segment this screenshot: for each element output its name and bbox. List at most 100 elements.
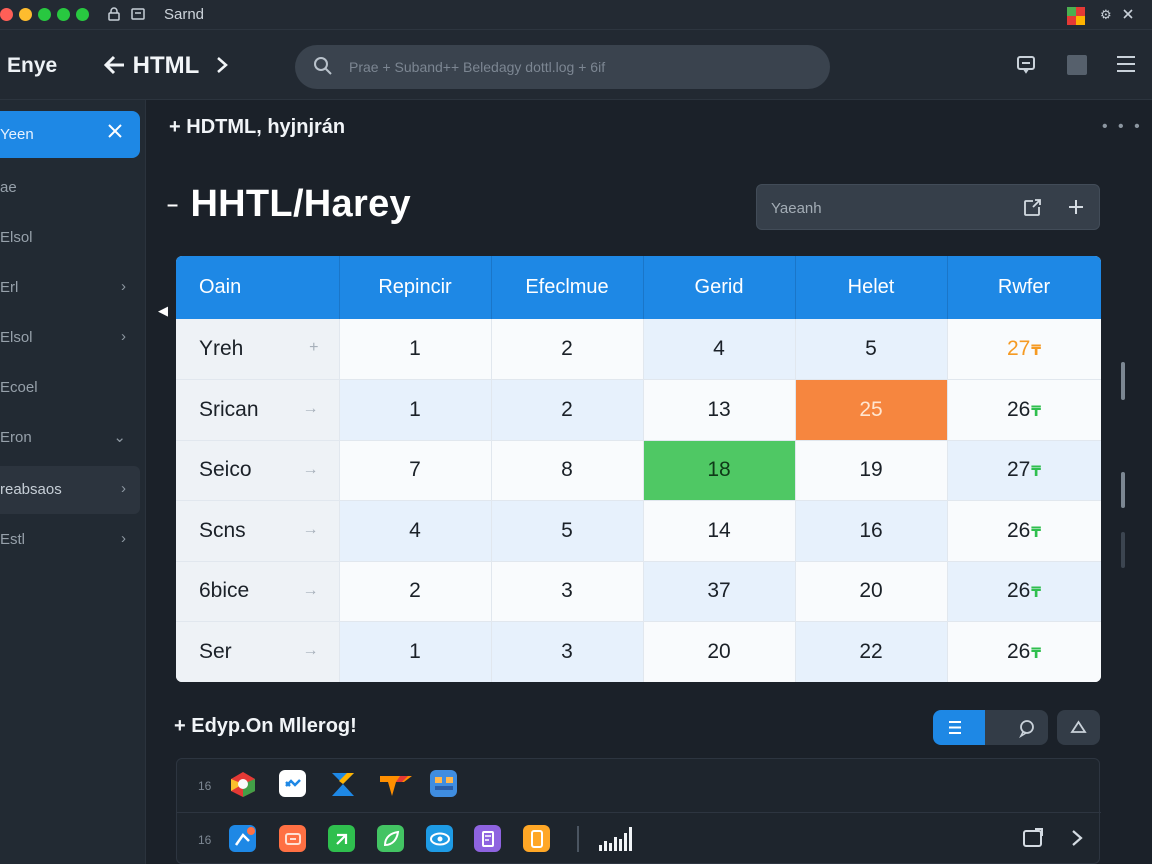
sidebar-item-hovered[interactable]: reabsaos › (0, 466, 140, 514)
settings-icon[interactable]: ⚙ (1100, 7, 1112, 22)
expand-arrow-icon[interactable]: → (302, 400, 319, 417)
collapse-dash-icon[interactable]: – (167, 194, 179, 217)
files-app-icon[interactable] (279, 825, 306, 852)
close-icon[interactable] (1122, 7, 1134, 23)
scrollbar-thumb[interactable] (1121, 362, 1125, 400)
plus-icon[interactable]: + (169, 116, 181, 138)
breadcrumb[interactable]: HTML (103, 52, 230, 80)
row-label-cell[interactable]: Srican → (176, 379, 340, 441)
table-cell[interactable]: 19 (795, 440, 948, 501)
sidebar-item[interactable]: Ecoel (0, 366, 140, 410)
table-cell[interactable]: 14 (643, 500, 796, 562)
row-label-cell[interactable]: Ser → (176, 621, 340, 682)
table-cell[interactable]: 20 (795, 561, 948, 622)
row-label-cell[interactable]: Seico → (176, 440, 340, 501)
table-cell[interactable]: 4 (339, 500, 492, 562)
home-button[interactable] (1057, 710, 1100, 745)
row-label-cell[interactable]: 6bice → (176, 561, 340, 622)
table-cell[interactable]: 8 (491, 440, 644, 501)
close-window-dot[interactable] (0, 8, 13, 21)
table-cell[interactable]: 26₸ (947, 500, 1101, 562)
table-cell[interactable]: 27₸ (947, 319, 1101, 380)
expand-arrow-icon[interactable]: → (302, 460, 319, 478)
kotlin-app-icon[interactable] (329, 770, 356, 797)
chrome-app-icon[interactable] (229, 770, 256, 797)
table-cell-highlighted[interactable]: 25 (795, 379, 948, 441)
table-cell[interactable]: 26₸ (947, 621, 1101, 682)
chevron-right-icon[interactable] (206, 52, 230, 79)
table-cell[interactable]: 2 (491, 319, 644, 380)
row-label-cell[interactable]: Yreh + (176, 319, 340, 380)
table-cell[interactable]: 7 (339, 440, 492, 501)
table-row[interactable]: Srican → 1 2 13 25 26₸ (176, 379, 1101, 441)
table-row[interactable]: Seico → 7 8 18 19 27₸ (176, 440, 1101, 501)
photo-app-icon[interactable] (430, 770, 457, 797)
export-icon[interactable] (1022, 198, 1042, 223)
column-header[interactable]: Helet (795, 256, 948, 319)
plus-icon[interactable]: + (174, 715, 186, 737)
phone-app-icon[interactable] (523, 825, 550, 852)
table-cell[interactable]: 20 (643, 621, 796, 682)
table-cell[interactable]: 1 (339, 621, 492, 682)
table-row[interactable]: Ser → 1 3 20 22 26₸ (176, 621, 1101, 682)
hamburger-menu-icon[interactable] (1116, 54, 1136, 79)
sidebar-item[interactable]: Erl › (0, 266, 140, 310)
minimize-window-dot[interactable] (19, 8, 32, 21)
close-icon[interactable] (107, 122, 123, 145)
expand-arrow-icon[interactable]: → (302, 642, 319, 659)
column-header[interactable]: Oain (176, 256, 340, 319)
column-header[interactable]: Gerid (643, 256, 796, 319)
column-header[interactable]: Rwfer (947, 256, 1101, 319)
message-icon[interactable] (1016, 54, 1036, 79)
sidebar-item[interactable]: Elsol › (0, 316, 140, 360)
expand-arrow-icon[interactable]: + (309, 339, 319, 356)
scrollbar-thumb[interactable] (1121, 472, 1125, 508)
sidebar-item[interactable]: Elsol (0, 216, 140, 260)
table-cell[interactable]: 27₸ (947, 440, 1101, 501)
table-filter[interactable] (756, 184, 1100, 230)
code-app-icon[interactable] (229, 825, 256, 852)
more-options-icon[interactable]: • • • (1102, 118, 1143, 135)
table-cell[interactable]: 2 (491, 379, 644, 441)
open-window-icon[interactable] (1022, 827, 1044, 854)
comment-view-toggle[interactable] (985, 710, 1048, 745)
global-search-input[interactable] (349, 55, 809, 79)
table-cell[interactable]: 26₸ (947, 379, 1101, 441)
arrow-app-icon[interactable] (328, 825, 355, 852)
add-icon[interactable] (1067, 198, 1085, 221)
link-app-icon[interactable] (279, 770, 306, 797)
expand-arrow-icon[interactable]: → (302, 581, 319, 599)
sidebar-item[interactable]: Estl › (0, 518, 140, 562)
list-view-toggle[interactable] (933, 710, 985, 745)
table-cell[interactable]: 5 (491, 500, 644, 562)
table-cell[interactable]: 37 (643, 561, 796, 622)
sidebar-item-active[interactable]: Yeen (0, 111, 140, 158)
table-cell[interactable]: 22 (795, 621, 948, 682)
table-row[interactable]: Scns → 4 5 14 16 26₸ (176, 500, 1101, 562)
sidebar-toggle-icon[interactable] (131, 7, 145, 24)
back-arrow-icon[interactable] (103, 52, 133, 79)
table-cell[interactable]: 1 (339, 319, 492, 380)
expand-arrow-icon[interactable]: → (302, 521, 319, 538)
tool-app-icon[interactable] (378, 770, 412, 797)
column-header[interactable]: Repincir (339, 256, 492, 319)
section-header[interactable]: + Edyp.On Mllerog! (174, 715, 357, 738)
eye-app-icon[interactable] (426, 825, 453, 852)
table-cell[interactable]: 5 (795, 319, 948, 380)
section-header[interactable]: + HDTML, hyjnjrán (169, 116, 345, 139)
maximize-window-dot[interactable] (38, 8, 51, 21)
notes-app-icon[interactable] (474, 825, 501, 852)
sidebar-item[interactable]: Eron ⌄ (0, 416, 140, 460)
table-cell-highlighted[interactable]: 18 (643, 440, 796, 501)
table-filter-input[interactable] (771, 197, 1001, 219)
table-cell[interactable]: 4 (643, 319, 796, 380)
table-cell[interactable]: 1 (339, 379, 492, 441)
table-row[interactable]: Yreh + 1 2 4 5 27₸ (176, 319, 1101, 380)
table-row[interactable]: 6bice → 2 3 37 20 26₸ (176, 561, 1101, 622)
layout-square-icon[interactable] (1066, 54, 1088, 81)
table-cell[interactable]: 26₸ (947, 561, 1101, 622)
table-cell[interactable]: 3 (491, 561, 644, 622)
leaf-app-icon[interactable] (377, 825, 404, 852)
chevron-right-icon[interactable] (1070, 828, 1084, 853)
global-search[interactable] (295, 45, 830, 89)
